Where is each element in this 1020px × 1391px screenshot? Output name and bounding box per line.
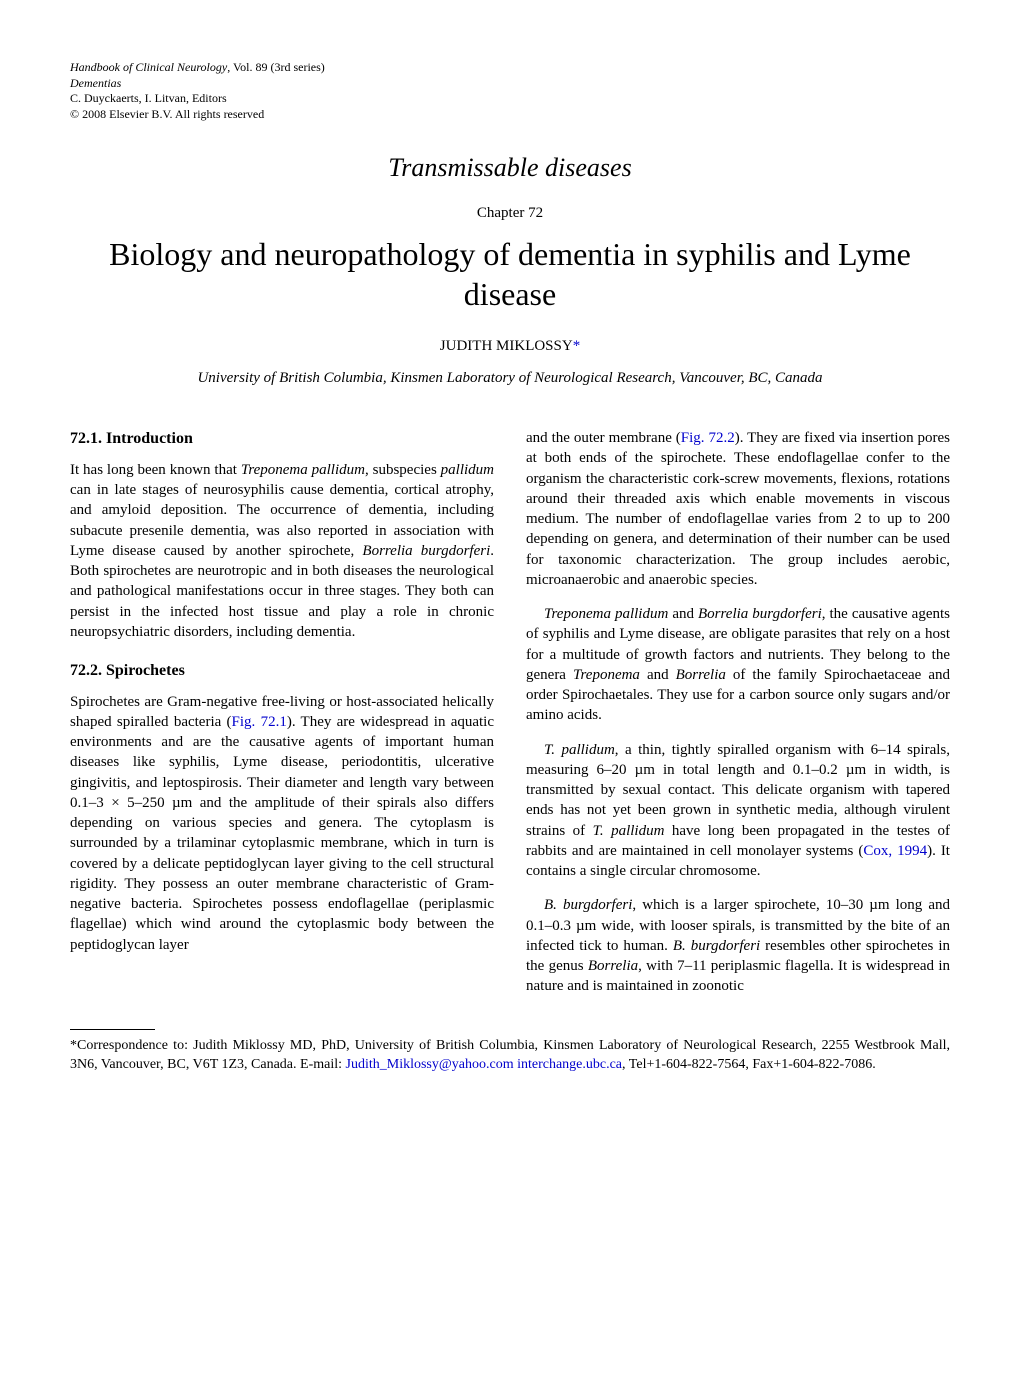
species-name: B. burgdorferi (673, 938, 760, 954)
intro-paragraph: It has long been known that Treponema pa… (70, 460, 494, 642)
author-line: JUDITH MIKLOSSY* (70, 336, 950, 356)
right-column: and the outer membrane (Fig. 72.2). They… (526, 428, 950, 1011)
species-name: Treponema pallidum (241, 462, 365, 478)
copyright: © 2008 Elsevier B.V. All rights reserved (70, 107, 264, 121)
author-footnote-link[interactable]: * (573, 338, 581, 354)
species-name: pallidum (441, 462, 494, 478)
volume-series: , Vol. 89 (3rd series) (227, 60, 325, 74)
right-p4: B. burgdorferi, which is a larger spiroc… (526, 895, 950, 996)
footnote-rule (70, 1029, 155, 1030)
right-p2: Treponema pallidum and Borrelia burgdorf… (526, 604, 950, 726)
figure-reference[interactable]: Fig. 72.1 (232, 714, 287, 730)
citation-reference[interactable]: Cox, 1994 (863, 843, 927, 859)
heading-introduction: 72.1. Introduction (70, 428, 494, 450)
species-name: Borrelia (676, 667, 726, 683)
species-name: T. pallidum (593, 823, 665, 839)
subseries: Dementias (70, 76, 121, 90)
species-name: Treponema (573, 667, 640, 683)
right-p3: T. pallidum, a thin, tightly spiralled o… (526, 740, 950, 882)
two-column-body: 72.1. Introduction It has long been know… (70, 428, 950, 1011)
author-name: JUDITH MIKLOSSY (440, 338, 573, 354)
editors: C. Duyckaerts, I. Litvan, Editors (70, 91, 227, 105)
species-name: Borrelia burgdorferi (362, 543, 490, 559)
section-title: Transmissable diseases (70, 150, 950, 185)
journal-title: Handbook of Clinical Neurology (70, 60, 227, 74)
figure-reference[interactable]: Fig. 72.2 (681, 430, 735, 446)
email-link[interactable]: interchange.ubc.ca (517, 1057, 622, 1072)
paper-title: Biology and neuropathology of dementia i… (70, 234, 950, 314)
email-link[interactable]: Judith_Miklossy@yahoo.com (346, 1057, 514, 1072)
species-name: T. pallidum (544, 742, 615, 758)
affiliation: University of British Columbia, Kinsmen … (70, 368, 950, 388)
species-name: Treponema pallidum (544, 606, 668, 622)
spirochetes-paragraph: Spirochetes are Gram-negative free-livin… (70, 692, 494, 955)
left-column: 72.1. Introduction It has long been know… (70, 428, 494, 1011)
chapter-label: Chapter 72 (70, 203, 950, 223)
species-name: B. burgdorferi (544, 897, 632, 913)
correspondence-footnote: *Correspondence to: Judith Miklossy MD, … (70, 1036, 950, 1075)
heading-spirochetes: 72.2. Spirochetes (70, 660, 494, 682)
right-p1: and the outer membrane (Fig. 72.2). They… (526, 428, 950, 590)
species-name: Borrelia (588, 958, 638, 974)
species-name: Borrelia burgdorferi (698, 606, 822, 622)
journal-header: Handbook of Clinical Neurology, Vol. 89 … (70, 60, 950, 122)
